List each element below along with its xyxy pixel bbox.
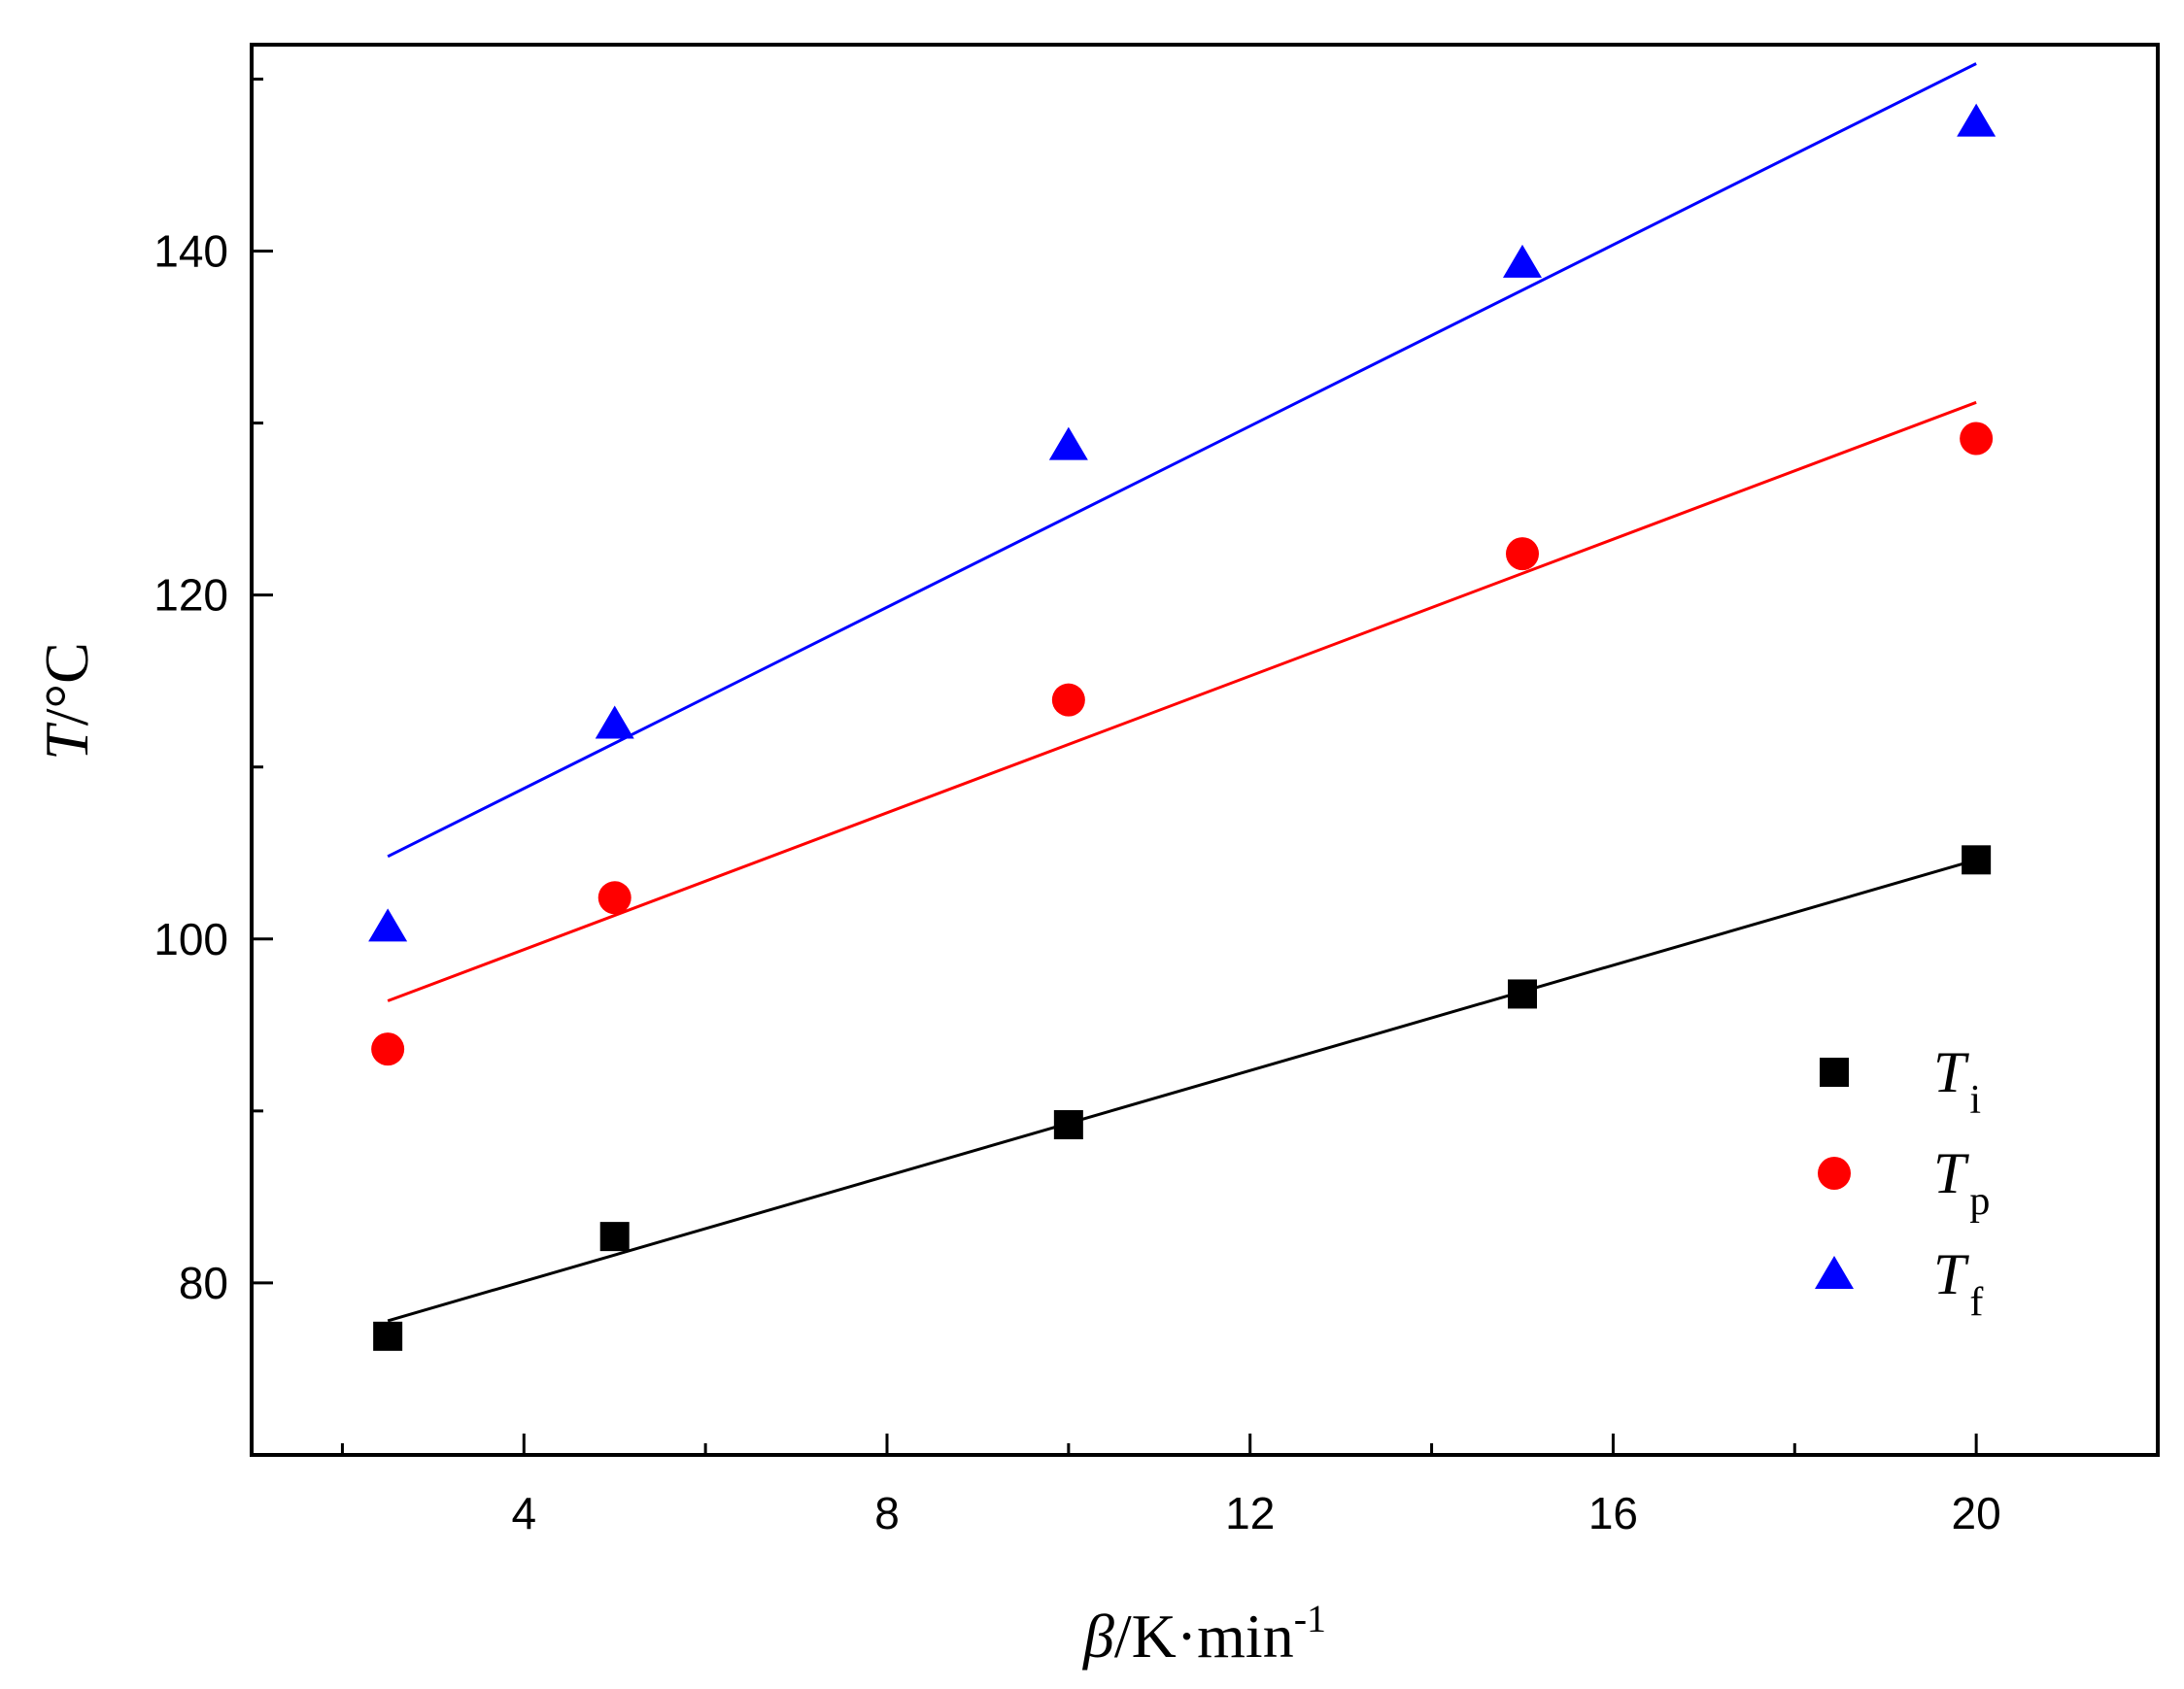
point-Tp bbox=[1506, 537, 1539, 571]
fit-line-Tp bbox=[387, 400, 1977, 1002]
legend: Ti Tp Tf bbox=[1815, 1040, 1990, 1325]
y-axis-title: T/°C bbox=[32, 642, 101, 760]
point-Tf bbox=[368, 908, 408, 942]
x-axis-symbol: β bbox=[1081, 1602, 1114, 1671]
fit-line-Ti bbox=[387, 858, 1977, 1323]
x-tick-label: 4 bbox=[511, 1488, 536, 1538]
point-Ti bbox=[373, 1321, 403, 1351]
x-tick-label: 16 bbox=[1588, 1488, 1638, 1538]
y-tick-label: 100 bbox=[154, 914, 228, 964]
legend-marker-Tp bbox=[1818, 1157, 1851, 1190]
x-axis-unit: /K·min bbox=[1114, 1602, 1294, 1671]
point-Ti bbox=[1053, 1110, 1083, 1140]
point-Tp bbox=[371, 1032, 405, 1066]
x-tick-label: 12 bbox=[1225, 1488, 1275, 1538]
y-axis-ticks: 80 100 120 140 bbox=[154, 77, 273, 1308]
x-axis-exponent: -1 bbox=[1294, 1597, 1326, 1640]
y-tick-label: 140 bbox=[154, 225, 228, 276]
y-axis-unit: /°C bbox=[32, 642, 101, 726]
data-points bbox=[368, 103, 1996, 1351]
fit-line-Tf bbox=[387, 62, 1977, 859]
x-axis-title: β/K·min-1 bbox=[1081, 1597, 1326, 1671]
fit-lines bbox=[387, 62, 1977, 1323]
x-tick-label: 8 bbox=[874, 1488, 900, 1538]
y-tick-label: 120 bbox=[154, 570, 228, 621]
legend-label-Tf: Tf bbox=[1933, 1242, 1983, 1325]
point-Tf bbox=[1503, 244, 1542, 278]
plot-frame bbox=[250, 43, 2160, 1457]
point-Ti bbox=[1508, 979, 1537, 1009]
point-Tp bbox=[1960, 422, 1994, 456]
x-axis-ticks: 4 8 12 16 20 bbox=[340, 1434, 2001, 1538]
point-Ti bbox=[599, 1222, 630, 1252]
point-Tf bbox=[1048, 426, 1088, 460]
point-Tf bbox=[595, 705, 634, 739]
point-Ti bbox=[1962, 845, 1992, 875]
legend-marker-Tf bbox=[1815, 1256, 1854, 1289]
x-tick-label: 20 bbox=[1952, 1488, 2001, 1538]
point-Tp bbox=[597, 881, 631, 915]
y-axis-symbol: T bbox=[32, 722, 101, 760]
point-Tp bbox=[1051, 683, 1085, 717]
y-tick-label: 80 bbox=[179, 1258, 228, 1308]
legend-label-Ti: Ti bbox=[1933, 1040, 1981, 1123]
legend-label-Tp: Tp bbox=[1933, 1141, 1990, 1224]
point-Tf bbox=[1957, 103, 1996, 137]
legend-marker-Ti bbox=[1820, 1058, 1849, 1087]
